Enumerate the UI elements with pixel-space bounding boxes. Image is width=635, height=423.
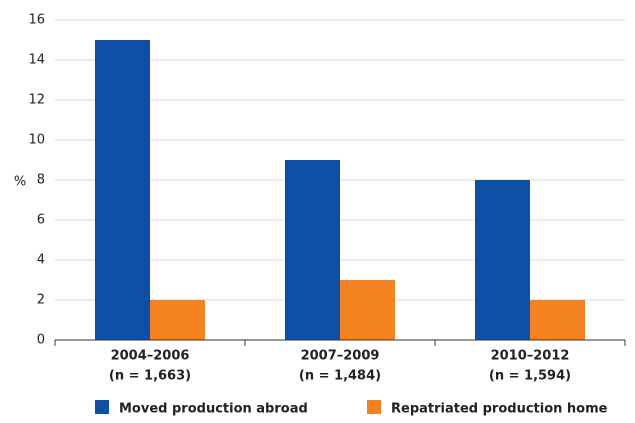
- bar: [285, 160, 340, 340]
- bar: [95, 40, 150, 340]
- x-tick-label: (n = 1,594): [489, 369, 571, 384]
- legend-label: Moved production abroad: [119, 402, 308, 417]
- bar: [340, 280, 395, 340]
- y-tick-label: 12: [28, 93, 45, 108]
- y-tick-label: 6: [37, 213, 45, 228]
- y-tick-label: 4: [37, 253, 45, 268]
- x-tick-label: 2010–2012: [491, 349, 570, 364]
- x-tick-label: 2007–2009: [301, 349, 380, 364]
- legend-swatch: [95, 400, 109, 414]
- bar: [475, 180, 530, 340]
- y-tick-label: 10: [28, 133, 45, 148]
- x-tick-label: (n = 1,484): [299, 369, 381, 384]
- y-tick-label: 0: [37, 333, 45, 348]
- x-tick-label: (n = 1,663): [109, 369, 191, 384]
- legend-swatch: [367, 400, 381, 414]
- bar: [150, 300, 205, 340]
- y-tick-label: 14: [28, 53, 45, 68]
- y-tick-label: 8: [37, 173, 45, 188]
- x-tick-label: 2004–2006: [111, 349, 190, 364]
- legend-label: Repatriated production home: [391, 402, 608, 417]
- y-tick-label: 16: [28, 13, 45, 28]
- bar: [530, 300, 585, 340]
- y-tick-label: 2: [37, 293, 45, 308]
- y-axis-label: %: [14, 175, 26, 190]
